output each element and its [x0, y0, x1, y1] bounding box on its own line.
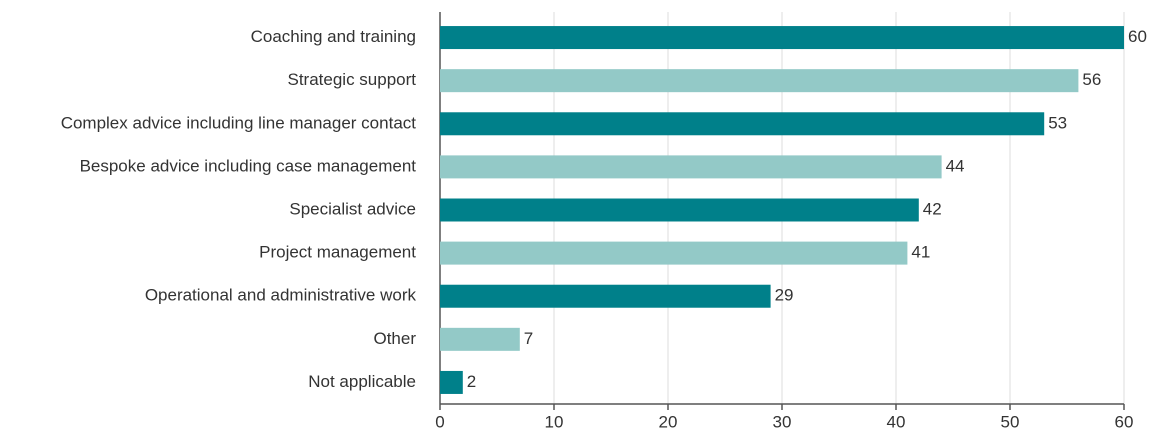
data-label: 29 [775, 286, 794, 305]
bar [440, 155, 942, 179]
data-label: 7 [524, 329, 533, 348]
x-tick-label: 20 [659, 412, 678, 431]
data-label: 44 [946, 156, 965, 175]
y-tick-label: Bespoke advice including case management [80, 156, 417, 175]
x-tick-label: 60 [1115, 412, 1134, 431]
y-tick-label: Specialist advice [289, 199, 416, 218]
bar [440, 26, 1124, 50]
y-tick-label: Strategic support [287, 70, 416, 89]
bar [440, 284, 771, 308]
x-tick-label: 10 [545, 412, 564, 431]
y-tick-label: Operational and administrative work [145, 286, 417, 305]
bar [440, 69, 1079, 93]
y-tick-label: Coaching and training [251, 27, 416, 46]
y-tick-label: Complex advice including line manager co… [61, 113, 417, 132]
bar [440, 112, 1045, 136]
bar [440, 327, 520, 351]
data-label: 60 [1128, 27, 1147, 46]
x-tick-label: 40 [887, 412, 906, 431]
data-label: 53 [1048, 113, 1067, 132]
bar [440, 241, 908, 265]
data-label: 42 [923, 199, 942, 218]
x-tick-label: 50 [1001, 412, 1020, 431]
x-tick-label: 0 [435, 412, 444, 431]
y-tick-label: Not applicable [308, 372, 416, 391]
bar [440, 370, 463, 394]
x-tick-label: 30 [773, 412, 792, 431]
y-tick-label: Other [373, 329, 416, 348]
data-label: 56 [1082, 70, 1101, 89]
data-label: 2 [467, 372, 476, 391]
bar [440, 198, 919, 222]
y-tick-label: Project management [259, 243, 416, 262]
data-label: 41 [911, 243, 930, 262]
